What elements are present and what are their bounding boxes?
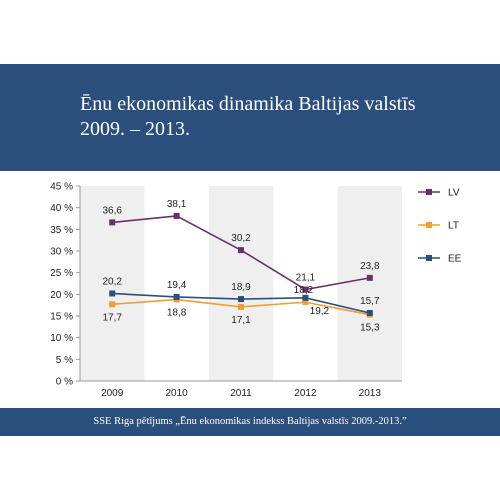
- data-label-lt: 15,3: [360, 323, 380, 334]
- data-label-lv: 36,6: [102, 205, 122, 216]
- data-label-ee: 19,2: [310, 306, 330, 317]
- y-tick-label: 5 %: [56, 355, 73, 366]
- data-point-lv: [302, 286, 309, 293]
- data-point-ee: [302, 294, 309, 301]
- data-point-lt: [302, 299, 309, 306]
- y-tick-label: 15 %: [50, 312, 73, 323]
- title-banner: [0, 64, 500, 171]
- data-label-ee: 18,9: [231, 282, 251, 293]
- y-tick-label: 20 %: [50, 290, 73, 301]
- data-label-ee: 19,4: [167, 280, 187, 291]
- source-banner: [0, 408, 500, 436]
- y-tick-label: 25 %: [50, 268, 73, 279]
- chart-title: Ēnu ekonomikas dinamika Baltijas valstīs…: [80, 92, 480, 142]
- legend-label-lt: LT: [448, 221, 459, 232]
- title-line-1: Ēnu ekonomikas dinamika Baltijas valstīs: [80, 93, 416, 115]
- x-tick-label: 2013: [359, 388, 382, 399]
- chart-area: 0 % 5 % 10 % 15 % 20 % 25 % 30 % 35 % 40 % 45 % 20…: [0, 172, 500, 408]
- data-point-lt: [109, 301, 116, 308]
- data-point-lv: [366, 274, 373, 281]
- data-label-lv: 23,8: [360, 261, 380, 272]
- data-label-lt: 17,1: [231, 315, 251, 326]
- data-point-ee: [238, 296, 244, 303]
- data-point-ee: [173, 293, 180, 300]
- title-line-2: 2009. – 2013.: [80, 118, 190, 140]
- data-label-lt: 18,2: [294, 285, 314, 296]
- data-point-ee: [366, 309, 373, 316]
- x-tick-label: 2009: [101, 388, 124, 399]
- plot-band: [80, 186, 145, 381]
- x-tick-label: 2010: [165, 388, 188, 399]
- plot-band: [208, 186, 274, 381]
- data-label-lv: 21,1: [296, 273, 316, 284]
- legend-label-ee: EE: [448, 254, 462, 265]
- data-label-lv: 30,2: [231, 233, 251, 244]
- legend-label-lv: LV: [448, 188, 460, 199]
- data-label-lt: 18,8: [167, 308, 187, 319]
- data-point-lv: [173, 212, 180, 219]
- y-tick-label: 35 %: [50, 225, 73, 236]
- data-label-ee: 15,7: [360, 296, 380, 307]
- plot-band: [337, 186, 402, 381]
- y-tick-label: 45 %: [50, 182, 73, 193]
- legend-marker-lv: [426, 189, 432, 195]
- x-tick-label: 2011: [230, 388, 252, 399]
- data-point-lv: [109, 219, 116, 226]
- data-label-lv: 38,1: [167, 199, 187, 210]
- legend-marker-lt: [426, 222, 432, 228]
- line-chart: 0 % 5 % 10 % 15 % 20 % 25 % 30 % 35 % 40 % 45 % 20…: [50, 182, 462, 400]
- legend-marker-ee: [426, 255, 432, 261]
- data-label-ee: 20,2: [102, 276, 122, 287]
- y-tick-label: 40 %: [50, 203, 73, 214]
- y-tick-label: 10 %: [50, 333, 73, 344]
- x-tick-label: 2012: [294, 388, 317, 399]
- y-tick-label: 30 %: [50, 247, 73, 258]
- data-point-lt: [238, 303, 244, 310]
- y-tick-label: 0 %: [56, 377, 73, 388]
- data-point-lv: [238, 247, 244, 254]
- data-label-lt: 17,7: [102, 312, 122, 323]
- data-point-ee: [109, 290, 116, 297]
- source-text: SSE Riga pētījums „Ēnu ekonomikas indeks…: [93, 416, 407, 427]
